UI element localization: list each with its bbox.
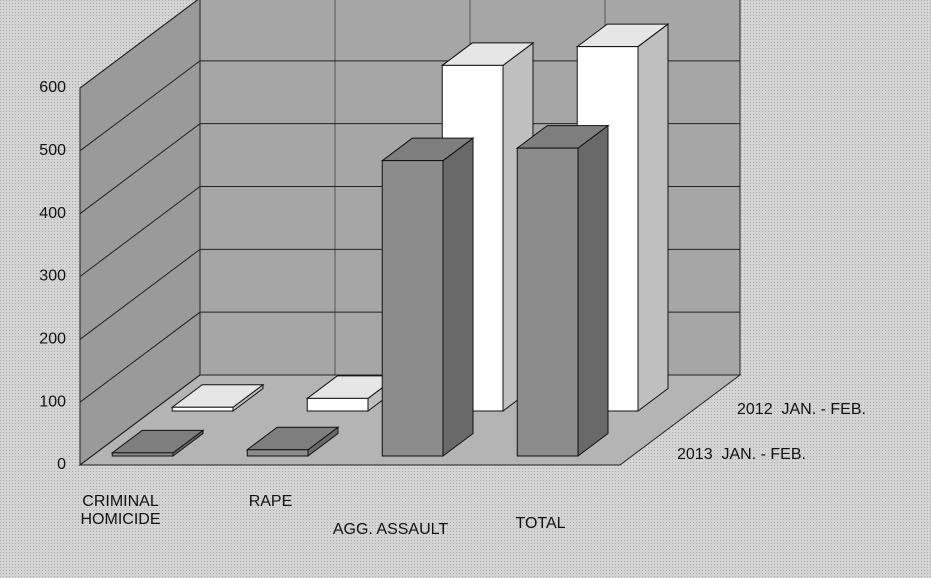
grid-line xyxy=(79,0,199,89)
bar xyxy=(380,137,475,457)
bar xyxy=(170,383,265,412)
x-tick-label: TOTAL xyxy=(515,515,566,532)
x-tick-label: AGG. ASSAULT xyxy=(332,521,449,538)
grid-line xyxy=(79,123,740,215)
y-tick-label: 0 xyxy=(57,456,66,473)
bar xyxy=(515,124,610,457)
y-tick-label: 600 xyxy=(39,79,66,96)
y-tick-label: 400 xyxy=(39,205,66,222)
bar-side xyxy=(442,137,474,457)
bar-side xyxy=(637,23,669,412)
bar-front xyxy=(381,160,444,457)
bar-side xyxy=(577,124,609,457)
x-tick-label: RAPE xyxy=(248,493,293,510)
y-tick-label: 100 xyxy=(39,393,66,410)
legend-label: 2012 JAN. - FEB. xyxy=(737,401,866,418)
bar xyxy=(245,426,340,457)
bar-front xyxy=(111,452,174,457)
bar-front xyxy=(246,449,309,457)
bar-front xyxy=(306,397,369,412)
legend-label: 2013 JAN. - FEB. xyxy=(677,446,806,463)
grid-line xyxy=(79,60,740,152)
bar-front xyxy=(171,406,234,412)
bar-front xyxy=(516,147,579,457)
x-tick-label: CRIMINAL HOMICIDE xyxy=(80,493,161,528)
y-tick-label: 200 xyxy=(39,331,66,348)
bar xyxy=(110,429,205,457)
y-tick-label: 300 xyxy=(39,268,66,285)
y-tick-label: 500 xyxy=(39,142,66,159)
